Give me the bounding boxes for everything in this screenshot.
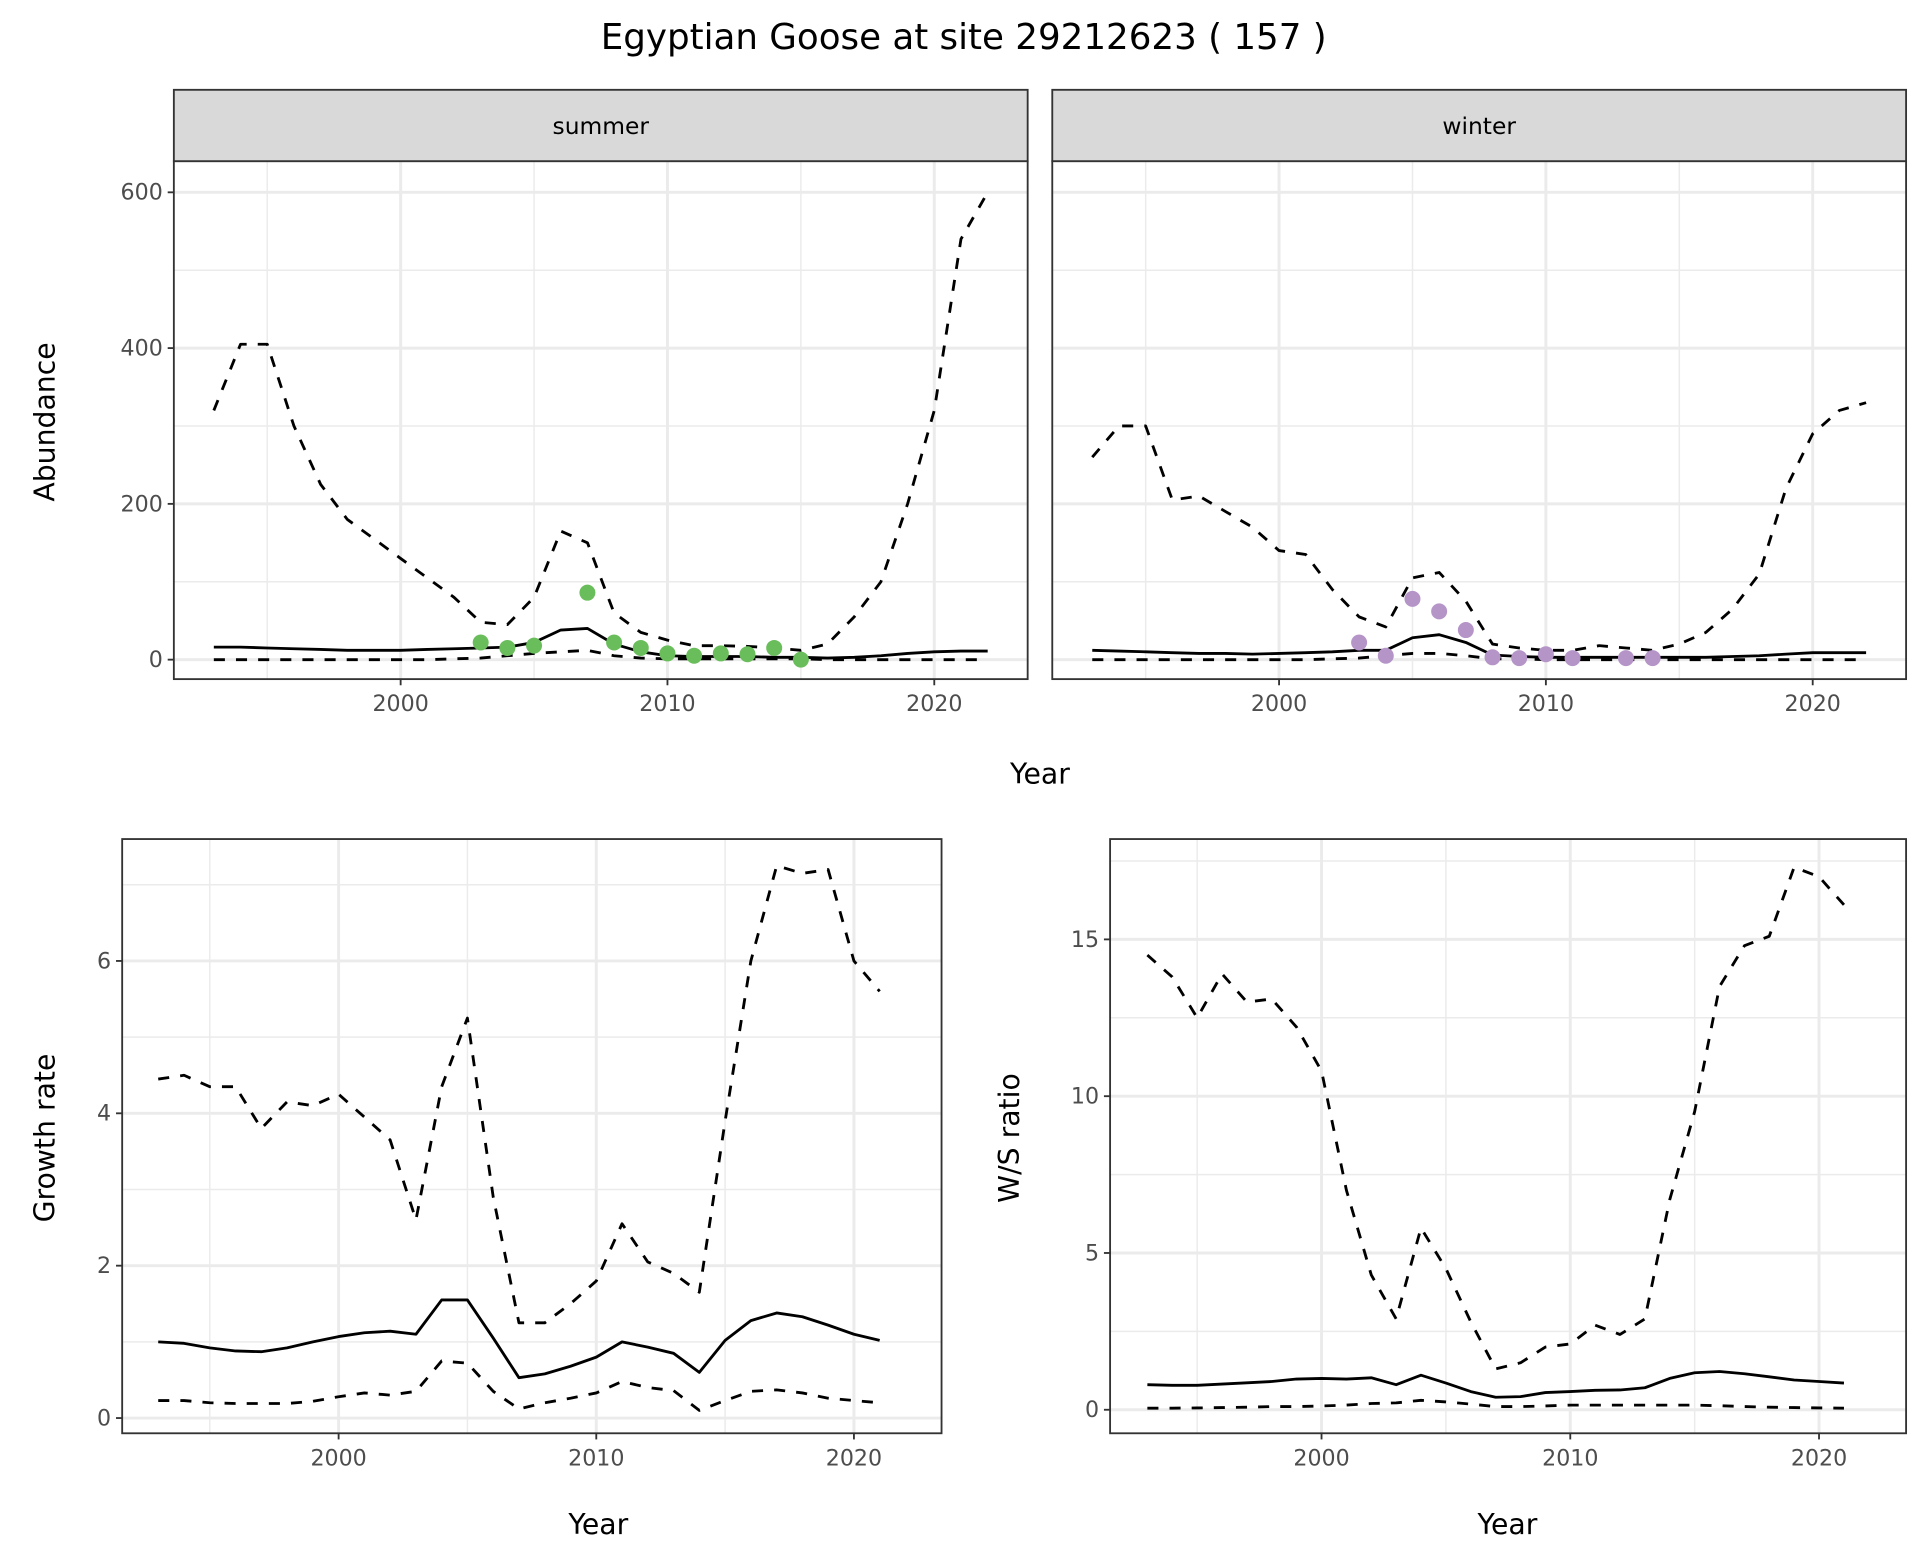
panel-border (121, 838, 943, 1435)
y-tick-label: 4 (97, 1101, 111, 1127)
x-tick-label: 2010 (639, 691, 695, 717)
data-point (739, 646, 756, 663)
data-point (1431, 603, 1448, 620)
series-line-upper (1091, 401, 1867, 652)
panel-border (1109, 838, 1908, 1435)
y-tick-label: 600 (121, 180, 163, 206)
y-tick-label: 10 (1071, 1084, 1099, 1110)
y-tick-label: 0 (97, 1405, 111, 1431)
growth-x-axis-title: Year (567, 1508, 628, 1541)
panel-summer: summer 2000 2010 2020 0 200 400 600 (121, 88, 1029, 717)
data-point (686, 647, 703, 664)
x-tick-label: 2000 (1251, 691, 1307, 717)
data-point (1617, 650, 1634, 667)
series-line-lower (158, 1359, 880, 1412)
series-line-lower (213, 648, 988, 662)
data-point (579, 584, 596, 601)
y-tick-label: 0 (1085, 1397, 1099, 1423)
y-tick-label: 6 (97, 948, 111, 974)
data-point (632, 639, 649, 656)
series-line-estimate (158, 1298, 880, 1380)
y-tick-label: 15 (1071, 927, 1099, 953)
plot-area (1110, 839, 1907, 1434)
series-line-upper (158, 864, 881, 1325)
y-tick-label: 2 (97, 1253, 111, 1279)
x-tick-label: 2020 (826, 1445, 882, 1471)
series-line-estimate (1092, 633, 1867, 659)
data-point (1564, 650, 1581, 667)
x-tick-label: 2020 (1785, 691, 1841, 717)
data-point (1377, 647, 1394, 664)
data-point (659, 645, 676, 662)
data-point (1537, 646, 1554, 663)
data-point (1457, 622, 1474, 639)
plot-area (173, 161, 1028, 680)
y-tick-label: 5 (1085, 1240, 1099, 1266)
y-tick-label: 400 (121, 335, 163, 361)
data-point (606, 634, 623, 651)
data-point (1404, 590, 1421, 607)
plot-area (1052, 161, 1907, 680)
y-tick-label: 0 (149, 647, 163, 673)
x-tick-label: 2020 (906, 691, 962, 717)
ws-x-axis-title: Year (1477, 1508, 1538, 1541)
data-point (472, 634, 489, 651)
series-line-estimate (1147, 1370, 1845, 1399)
panel-growth: 2000 2010 2020 0 2 4 6 (97, 838, 943, 1471)
x-tick-label: 2020 (1791, 1445, 1847, 1471)
y-tick-label: 200 (121, 491, 163, 517)
facet-strip (1051, 88, 1908, 163)
series-line-upper (1146, 865, 1846, 1371)
ws-y-axis-title: W/S ratio (993, 1073, 1026, 1203)
data-point (1484, 649, 1501, 666)
x-tick-label: 2000 (1293, 1445, 1349, 1471)
chart-title: Egyptian Goose at site 29212623 ( 157 ) (601, 17, 1327, 58)
data-point (1511, 650, 1528, 667)
data-point (526, 637, 543, 654)
facet-strip (172, 88, 1029, 163)
data-point (766, 639, 783, 656)
facet-strip-label: summer (553, 112, 650, 140)
top-y-axis-title: Abundance (29, 342, 62, 501)
facet-strip-label: winter (1442, 112, 1516, 140)
data-point (1644, 650, 1661, 667)
data-point (1351, 634, 1368, 651)
plot-area (122, 839, 942, 1434)
growth-y-axis-title: Growth rate (29, 1054, 62, 1223)
series-line-estimate (213, 627, 988, 660)
panel-ws_ratio: 2000 2010 2020 0 5 10 15 (1071, 838, 1908, 1471)
series-line-lower (1092, 651, 1867, 662)
data-point (712, 645, 729, 662)
x-tick-label: 2010 (1542, 1445, 1598, 1471)
data-point (499, 639, 516, 656)
x-tick-label: 2010 (1518, 691, 1574, 717)
x-tick-label: 2010 (568, 1445, 624, 1471)
x-tick-label: 2000 (372, 691, 428, 717)
x-tick-label: 2000 (310, 1445, 366, 1471)
data-point (792, 651, 809, 668)
series-line-lower (1147, 1398, 1844, 1410)
top-x-axis-title: Year (1009, 758, 1070, 791)
panel-winter: winter 2000 2010 2020 (1051, 88, 1908, 717)
